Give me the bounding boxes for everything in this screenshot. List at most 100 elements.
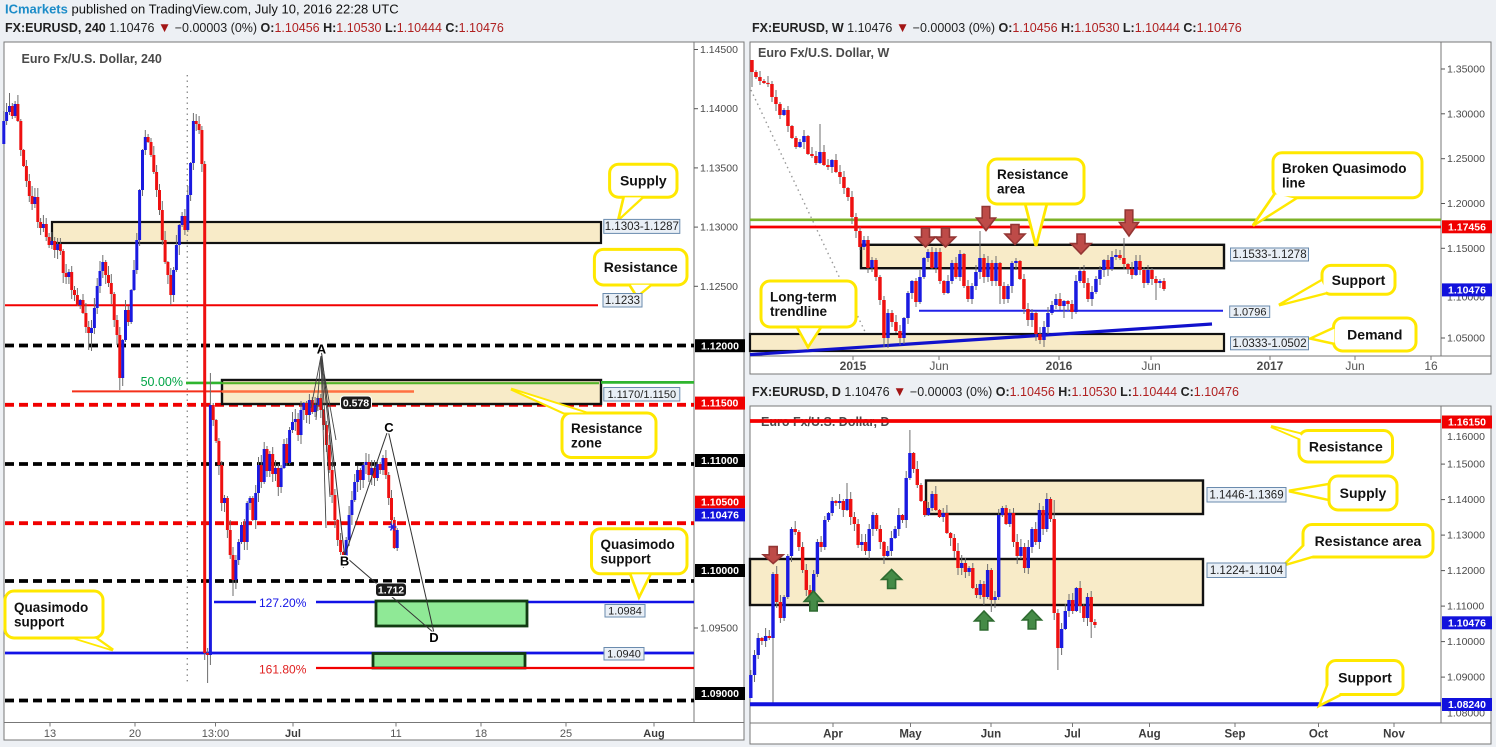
- svg-text:1.10476: 1.10476: [1448, 617, 1486, 629]
- svg-text:zone: zone: [571, 435, 602, 450]
- svg-text:line: line: [1282, 175, 1306, 190]
- svg-text:1.35000: 1.35000: [1447, 64, 1485, 76]
- svg-text:18: 18: [475, 728, 487, 740]
- svg-text:Resistance: Resistance: [571, 421, 643, 436]
- svg-text:1.13500: 1.13500: [700, 162, 738, 174]
- svg-text:ICmarkets published on Trading: ICmarkets published on TradingView.com, …: [5, 2, 399, 17]
- svg-text:20: 20: [129, 728, 141, 740]
- svg-text:Sep: Sep: [1224, 729, 1245, 741]
- svg-text:127.20%: 127.20%: [259, 596, 307, 610]
- svg-text:1.30000: 1.30000: [1447, 108, 1485, 120]
- svg-text:13: 13: [44, 728, 56, 740]
- svg-text:May: May: [899, 729, 922, 741]
- svg-text:1.08240: 1.08240: [1448, 699, 1486, 711]
- svg-text:D: D: [429, 630, 438, 645]
- svg-text:1.10476: 1.10476: [701, 510, 739, 522]
- svg-text:50.00%: 50.00%: [141, 375, 183, 389]
- svg-text:Supply: Supply: [1340, 485, 1387, 501]
- svg-text:Jul: Jul: [285, 728, 301, 740]
- svg-text:trendline: trendline: [770, 304, 827, 319]
- svg-text:1.11000: 1.11000: [701, 455, 739, 467]
- svg-text:25: 25: [560, 728, 572, 740]
- svg-text:1.1170/1.1150: 1.1170/1.1150: [607, 389, 676, 401]
- svg-text:1.25000: 1.25000: [1447, 153, 1485, 165]
- svg-text:Jun: Jun: [929, 359, 948, 373]
- svg-text:FX:EURUSD, W 1.10476 ▼ −0.0000: FX:EURUSD, W 1.10476 ▼ −0.00003 (0%) O:1…: [752, 20, 1242, 35]
- svg-text:Resistance: Resistance: [997, 167, 1069, 182]
- svg-text:1.12000: 1.12000: [701, 340, 739, 352]
- svg-text:Resistance area: Resistance area: [1315, 533, 1422, 549]
- svg-text:1.15000: 1.15000: [1447, 459, 1485, 471]
- svg-text:1.14500: 1.14500: [700, 44, 738, 56]
- svg-text:1.13000: 1.13000: [1447, 530, 1485, 542]
- svg-text:1.1303-1.1287: 1.1303-1.1287: [605, 221, 679, 233]
- svg-text:Jun: Jun: [1345, 359, 1364, 373]
- svg-text:1.09000: 1.09000: [701, 688, 739, 700]
- svg-text:Resistance: Resistance: [604, 259, 678, 275]
- svg-text:1.1233: 1.1233: [605, 295, 640, 307]
- svg-text:Jul: Jul: [1064, 729, 1081, 741]
- svg-text:1.0796: 1.0796: [1233, 306, 1267, 318]
- svg-text:1.0333-1.0502: 1.0333-1.0502: [1232, 338, 1306, 350]
- svg-text:Euro Fx/U.S. Dollar, 240: Euro Fx/U.S. Dollar, 240: [22, 52, 162, 66]
- svg-text:16: 16: [1424, 359, 1438, 373]
- svg-text:1.10476: 1.10476: [1448, 285, 1486, 297]
- svg-text:Support: Support: [1332, 272, 1386, 288]
- svg-text:1.11500: 1.11500: [701, 398, 739, 410]
- svg-text:Apr: Apr: [823, 729, 843, 741]
- svg-text:1.712: 1.712: [378, 585, 404, 597]
- svg-text:1.0984: 1.0984: [608, 606, 642, 618]
- svg-text:1.17456: 1.17456: [1448, 221, 1486, 233]
- svg-text:1.05000: 1.05000: [1447, 333, 1485, 345]
- svg-text:161.80%: 161.80%: [259, 663, 307, 677]
- svg-text:2017: 2017: [1257, 359, 1284, 373]
- svg-text:1.1533-1.1278: 1.1533-1.1278: [1232, 249, 1306, 261]
- svg-text:B: B: [340, 554, 349, 569]
- svg-text:Aug: Aug: [1138, 729, 1160, 741]
- svg-text:C: C: [384, 420, 394, 435]
- svg-text:Jun: Jun: [981, 729, 1001, 741]
- svg-text:0.578: 0.578: [343, 398, 369, 410]
- svg-text:1.10000: 1.10000: [1447, 636, 1485, 648]
- svg-text:Resistance: Resistance: [1309, 438, 1383, 454]
- svg-text:Quasimodo: Quasimodo: [14, 600, 88, 615]
- svg-text:1.20000: 1.20000: [1447, 198, 1485, 210]
- svg-text:1.16150: 1.16150: [1448, 417, 1486, 429]
- svg-text:1.12500: 1.12500: [700, 281, 738, 293]
- svg-text:Supply: Supply: [620, 173, 667, 189]
- svg-text:1.0940: 1.0940: [607, 649, 641, 661]
- svg-text:1.1224-1.1104: 1.1224-1.1104: [1210, 565, 1284, 577]
- svg-text:1.1446-1.1369: 1.1446-1.1369: [1209, 489, 1283, 501]
- svg-text:Demand: Demand: [1347, 327, 1402, 343]
- svg-text:2016: 2016: [1046, 359, 1073, 373]
- svg-text:1.12000: 1.12000: [1447, 565, 1485, 577]
- svg-text:FX:EURUSD, D 1.10476 ▼ −0.0000: FX:EURUSD, D 1.10476 ▼ −0.00003 (0%) O:1…: [752, 384, 1239, 399]
- svg-text:Euro Fx/U.S. Dollar, W: Euro Fx/U.S. Dollar, W: [758, 46, 889, 60]
- svg-text:Quasimodo: Quasimodo: [601, 537, 675, 552]
- svg-text:area: area: [997, 182, 1025, 197]
- svg-text:1.09500: 1.09500: [700, 623, 738, 635]
- svg-text:Aug: Aug: [643, 728, 664, 740]
- svg-text:1.15000: 1.15000: [1447, 243, 1485, 255]
- svg-text:FX:EURUSD, 240 1.10476 ▼ −0.00: FX:EURUSD, 240 1.10476 ▼ −0.00003 (0%) O…: [5, 20, 504, 35]
- svg-text:1.09000: 1.09000: [1447, 672, 1485, 684]
- svg-text:Broken Quasimodo: Broken Quasimodo: [1282, 161, 1407, 176]
- svg-text:Jun: Jun: [1141, 359, 1160, 373]
- svg-text:Support: Support: [1338, 670, 1392, 686]
- svg-text:1.10000: 1.10000: [701, 565, 739, 577]
- svg-text:Oct: Oct: [1309, 729, 1328, 741]
- svg-text:Nov: Nov: [1383, 729, 1405, 741]
- svg-text:support: support: [14, 615, 65, 630]
- svg-text:1.16000: 1.16000: [1447, 431, 1485, 443]
- svg-text:support: support: [601, 551, 652, 566]
- svg-text:13:00: 13:00: [202, 728, 230, 740]
- svg-text:1.14000: 1.14000: [700, 103, 738, 115]
- svg-text:1.11000: 1.11000: [1447, 601, 1484, 613]
- svg-text:2015: 2015: [840, 359, 867, 373]
- svg-text:11: 11: [390, 728, 401, 740]
- svg-text:1.13000: 1.13000: [700, 222, 738, 234]
- svg-text:Long-term: Long-term: [770, 290, 837, 305]
- svg-text:1.10500: 1.10500: [701, 497, 739, 509]
- svg-text:A: A: [317, 342, 327, 357]
- svg-text:1.14000: 1.14000: [1447, 494, 1485, 506]
